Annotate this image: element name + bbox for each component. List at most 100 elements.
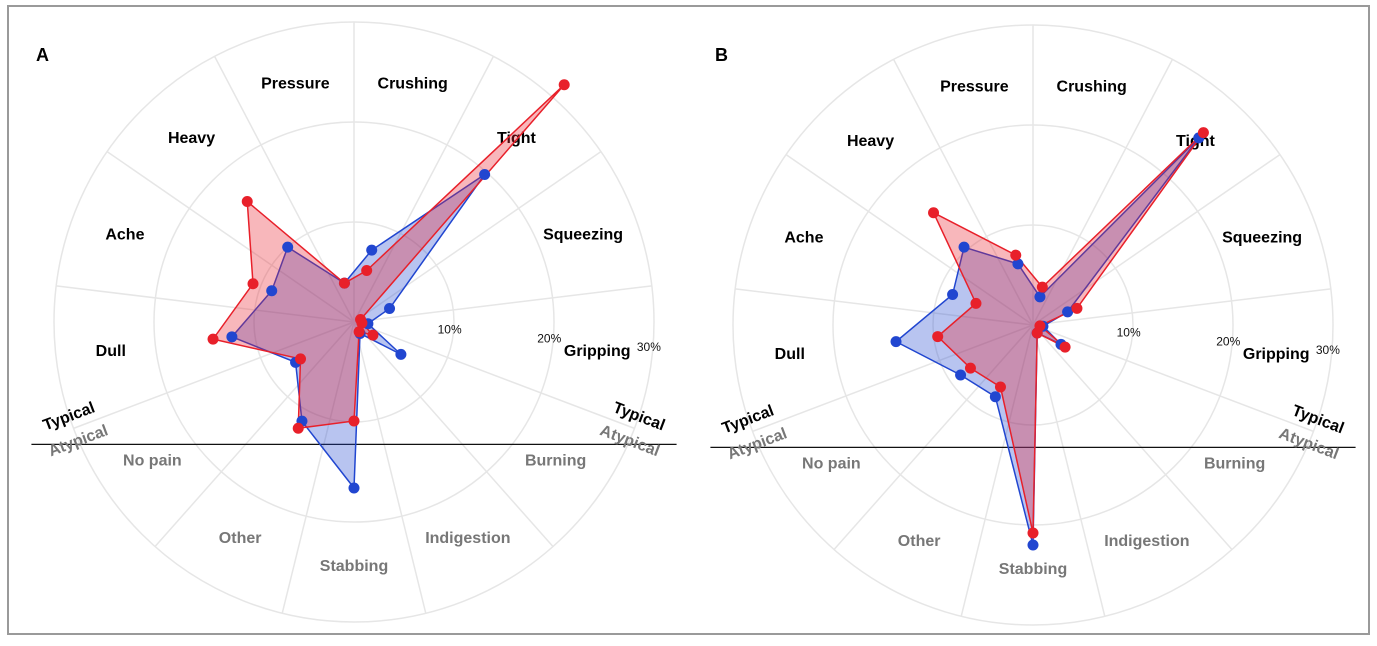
category-label: Stabbing [999, 561, 1067, 578]
data-point [989, 391, 1001, 403]
spoke [960, 324, 1034, 617]
data-point [241, 195, 253, 207]
category-label: Ache [784, 229, 823, 246]
frame [7, 5, 1370, 635]
spoke [892, 59, 1034, 326]
data-point [1062, 306, 1074, 318]
spoke [1032, 324, 1233, 551]
data-point [1010, 249, 1022, 261]
data-point [384, 303, 396, 315]
data-point [932, 331, 944, 343]
data-point [890, 336, 902, 348]
data-point [361, 265, 373, 277]
spoke [106, 150, 355, 323]
spoke [353, 150, 602, 323]
category-label: Crushing [1057, 78, 1127, 95]
data-point [958, 241, 970, 253]
spoke [833, 324, 1034, 551]
data-point [338, 277, 350, 289]
data-point [366, 244, 378, 256]
spoke [353, 321, 635, 430]
data-point [348, 415, 360, 427]
data-point [295, 353, 307, 365]
spoke [1032, 153, 1281, 326]
data-point [1036, 281, 1048, 293]
category-label: Stabbing [320, 558, 388, 575]
data-point [558, 79, 570, 91]
data-point [226, 331, 238, 343]
category-label: Gripping [564, 343, 631, 360]
data-point [247, 278, 259, 290]
category-label: Other [898, 533, 941, 550]
data-point [282, 241, 294, 253]
spoke [154, 321, 355, 548]
data-point [356, 317, 368, 329]
category-label: Heavy [847, 133, 894, 150]
data-point [994, 381, 1006, 393]
category-label: Squeezing [1222, 229, 1302, 246]
data-point [928, 207, 940, 219]
spoke [353, 321, 427, 614]
data-point [970, 297, 982, 309]
data-point [1027, 539, 1039, 551]
category-label: Burning [1204, 455, 1265, 472]
data-point [955, 369, 967, 381]
r-tick-label: 10% [1117, 326, 1141, 340]
category-label: Dull [775, 346, 805, 363]
category-label: Burning [525, 452, 586, 469]
panel-label: A [36, 45, 49, 65]
data-point [292, 422, 304, 434]
category-label: Other [219, 530, 262, 547]
category-label: Indigestion [1104, 533, 1189, 550]
spoke [73, 321, 355, 430]
r-tick-label: 30% [1316, 343, 1340, 357]
data-point [353, 326, 365, 338]
data-point [1034, 291, 1046, 303]
r-tick-label: 20% [537, 331, 561, 345]
spoke [56, 285, 355, 323]
spoke [1032, 324, 1314, 433]
category-label: Gripping [1243, 346, 1310, 363]
spoke [353, 321, 554, 548]
category-label: Heavy [168, 130, 215, 147]
category-label: No pain [802, 455, 861, 472]
series-area [211, 84, 565, 430]
r-tick-label: 30% [637, 340, 661, 354]
data-point [1059, 341, 1071, 353]
data-point [367, 329, 379, 341]
data-point [1071, 302, 1083, 314]
spoke [213, 56, 355, 323]
r-tick-label: 20% [1216, 334, 1240, 348]
spoke [1032, 288, 1331, 326]
data-point [964, 362, 976, 374]
r-tick-label: 10% [438, 323, 462, 337]
category-label: Crushing [378, 75, 448, 92]
spoke [353, 56, 495, 323]
data-point [207, 333, 219, 345]
spoke [1032, 324, 1106, 617]
category-label: Pressure [940, 78, 1009, 95]
data-point [348, 482, 360, 494]
category-label: Squeezing [543, 226, 623, 243]
data-point [1031, 327, 1043, 339]
category-label: Dull [96, 343, 126, 360]
data-point [479, 169, 491, 181]
panel-label: B [715, 45, 728, 65]
spoke [752, 324, 1034, 433]
category-label: Indigestion [425, 530, 510, 547]
data-point [395, 348, 407, 360]
category-label: Ache [105, 226, 144, 243]
spoke [353, 285, 652, 323]
data-point [1012, 258, 1024, 270]
category-label: No pain [123, 452, 182, 469]
spoke [281, 321, 355, 614]
data-point [1197, 127, 1209, 139]
data-point [947, 289, 959, 301]
spoke [735, 288, 1034, 326]
category-label: Pressure [261, 75, 330, 92]
data-point [1027, 527, 1039, 539]
data-point [266, 285, 278, 297]
spoke [785, 153, 1034, 326]
